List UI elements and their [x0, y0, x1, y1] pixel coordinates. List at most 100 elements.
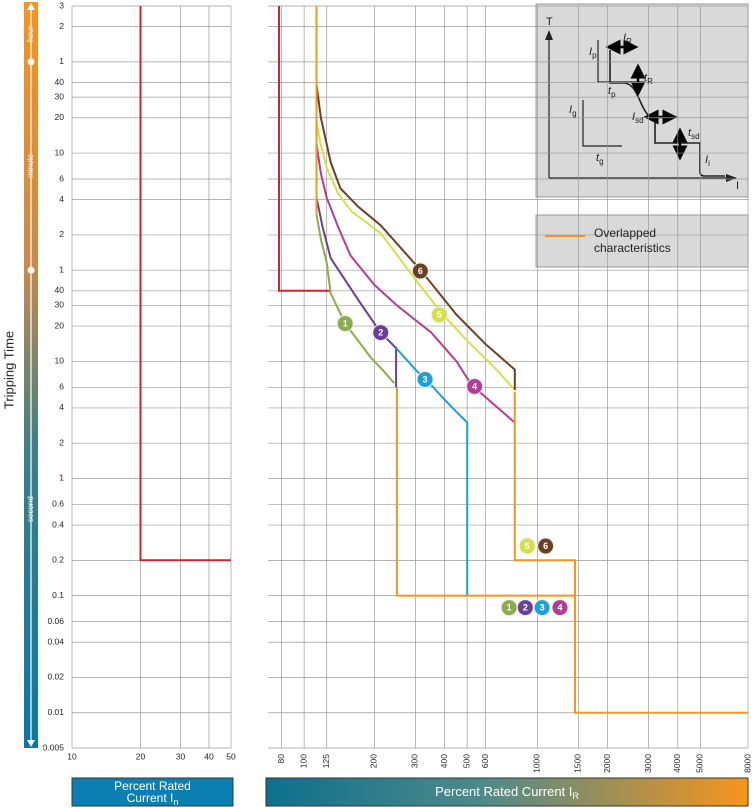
- x-tick-label: 500: [461, 754, 471, 768]
- series-line: [315, 214, 395, 384]
- inset-label-sub: g: [572, 109, 576, 118]
- inset-label: tsd: [688, 127, 700, 141]
- x-tick-label: 10: [67, 751, 77, 761]
- x-tick-label: 2000: [602, 754, 612, 773]
- annotation-label: 3: [423, 374, 428, 384]
- x-tick-label: 600: [480, 754, 490, 768]
- y-axis-title: Tripping Time: [1, 331, 16, 409]
- inset-box: [535, 3, 749, 198]
- annotation-label: 6: [543, 541, 548, 551]
- x-tick-label: 8000: [742, 754, 752, 773]
- inset-label-base: I: [623, 32, 626, 44]
- time-unit-label: hour: [26, 26, 35, 42]
- y-tick-label: 1: [59, 56, 64, 66]
- inset-label-base: t: [608, 85, 612, 97]
- x-tick-label: 20: [136, 751, 146, 761]
- y-tick-label: 40: [55, 285, 65, 295]
- inset-label-sub: i: [708, 159, 710, 168]
- annotation-marker: [411, 262, 429, 280]
- x-label-box: [71, 777, 234, 807]
- series-line: [315, 6, 748, 714]
- x-axis-title: Percent Rated Current IR: [435, 784, 579, 801]
- annotation-marker: [372, 324, 390, 342]
- y-tick-label: 0.1: [52, 590, 64, 600]
- x-tick-label: 30: [176, 751, 186, 761]
- y-tick-label: 20: [55, 320, 65, 330]
- annotation-marker: [551, 599, 569, 617]
- annotation-marker: [518, 537, 536, 555]
- inset-axis-label: T: [546, 16, 553, 28]
- annotation-marker: [533, 599, 551, 617]
- x-tick-label: 40: [204, 751, 214, 761]
- inset-label-base: I: [705, 154, 708, 166]
- series-line: [315, 84, 516, 390]
- time-unit-label: second: [26, 496, 35, 522]
- series-line: [139, 6, 231, 562]
- y-tick-label: 2: [59, 21, 64, 31]
- x-tick-label: 125: [321, 754, 331, 768]
- x-tick-label: 100: [298, 754, 308, 768]
- annotation-label: 6: [418, 266, 423, 276]
- x-tick-label: 300: [410, 754, 420, 768]
- y-tick-label: 4: [59, 194, 64, 204]
- y-tick-label: 30: [55, 91, 65, 101]
- x-tick-label: 4000: [672, 754, 682, 773]
- inset-label-base: I: [569, 104, 572, 116]
- inset-label-base: I: [589, 46, 592, 58]
- x-tick-label: 5000: [695, 754, 705, 773]
- y-tick-label: 20: [55, 112, 65, 122]
- inset-label: Ip: [589, 46, 597, 60]
- inset-label-sub: sd: [635, 116, 643, 125]
- inset-label-base: t: [596, 152, 600, 164]
- inset-curve: [582, 40, 632, 147]
- annotation-label: 3: [540, 602, 545, 612]
- y-tick-label: 0.04: [47, 636, 64, 646]
- x-tick-label: 200: [369, 754, 379, 768]
- y-tick-label: 0.2: [52, 555, 64, 565]
- annotation-marker: [336, 315, 354, 333]
- y-tick-label: 1: [59, 264, 64, 274]
- y-tick-label: 4: [59, 402, 64, 412]
- y-tick-label: 0.02: [47, 672, 64, 682]
- y-tick-label: 6: [59, 173, 64, 183]
- annotation-marker: [516, 599, 534, 617]
- inset-label: Ig: [569, 104, 577, 118]
- x-tick-label: 1000: [532, 754, 542, 773]
- y-tick-label: 0.6: [52, 499, 64, 509]
- y-tick-label: 6: [59, 382, 64, 392]
- unit-boundary: [27, 266, 35, 274]
- inset-label: tR: [644, 72, 653, 86]
- annotation-label: 1: [507, 602, 512, 612]
- inset-label-sub: sd: [691, 132, 699, 141]
- inset-label-sub: R: [626, 37, 632, 46]
- time-unit-label: minute: [26, 153, 35, 178]
- legend-label: Overlapped characteristics: [594, 226, 671, 255]
- series-line: [278, 6, 331, 292]
- inset-axes: [548, 38, 728, 179]
- annotation-marker: [430, 306, 448, 324]
- inset-label-base: t: [644, 72, 648, 84]
- inset-arrows: [605, 39, 688, 161]
- annotation-marker: [466, 377, 484, 395]
- annotation-marker: [416, 370, 434, 388]
- inset-label: IR: [623, 32, 632, 46]
- inset-label-base: I: [632, 111, 635, 123]
- x-tick-label: 400: [439, 754, 449, 768]
- inset-label-sub: g: [599, 157, 603, 166]
- y-tick-label: 2: [59, 437, 64, 447]
- legend-box: [535, 214, 749, 268]
- inset-label-sub: p: [592, 51, 597, 60]
- x-tick-label: 80: [276, 754, 286, 764]
- x-label-box: [265, 777, 749, 807]
- series-line: [395, 347, 469, 596]
- series-line: [315, 122, 516, 391]
- inset: T I: [535, 3, 749, 198]
- annotation-label: 5: [525, 541, 530, 551]
- inset-label: Ii: [705, 154, 710, 168]
- annotation-label: 2: [378, 327, 383, 337]
- inset-label: tg: [596, 152, 604, 166]
- x-axis-title: Percent Rated Current In: [114, 779, 191, 807]
- inset-axis-label: I: [736, 180, 739, 192]
